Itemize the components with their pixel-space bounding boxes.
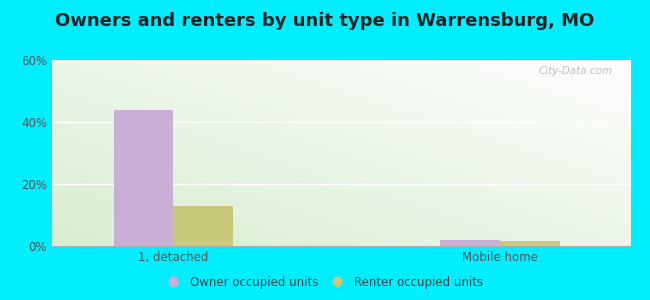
Text: Owners and renters by unit type in Warrensburg, MO: Owners and renters by unit type in Warre… [55,12,595,30]
Bar [174,206,233,246]
Text: City-Data.com: City-Data.com [539,66,613,76]
Bar [114,110,174,246]
Bar [440,240,500,246]
Bar [500,241,560,246]
Legend: Owner occupied units, Renter occupied units: Owner occupied units, Renter occupied un… [162,272,488,294]
